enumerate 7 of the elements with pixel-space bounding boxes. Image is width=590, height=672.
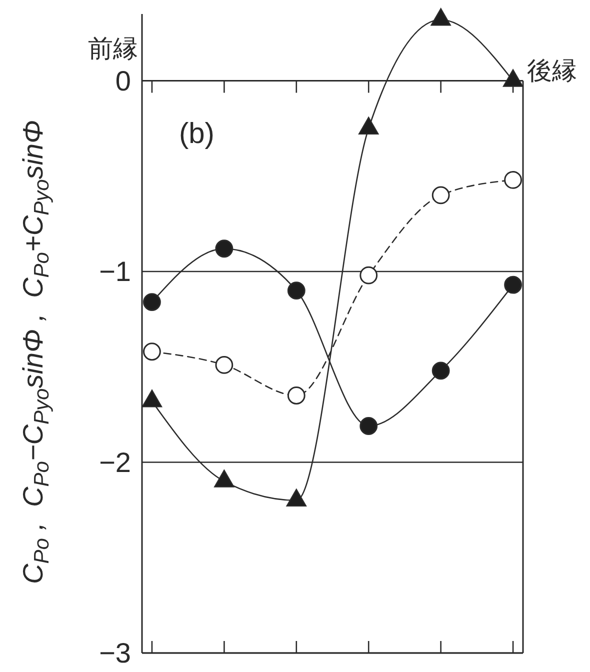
y-tick-label: −1 (99, 256, 131, 287)
annotation: 後縁 (527, 57, 577, 85)
annotation: 前縁 (88, 35, 138, 63)
y-tick-label: 0 (115, 65, 131, 96)
y-tick-label: −2 (99, 446, 131, 478)
annotation: (b) (179, 118, 214, 150)
y-tick-label: −3 (99, 638, 131, 668)
